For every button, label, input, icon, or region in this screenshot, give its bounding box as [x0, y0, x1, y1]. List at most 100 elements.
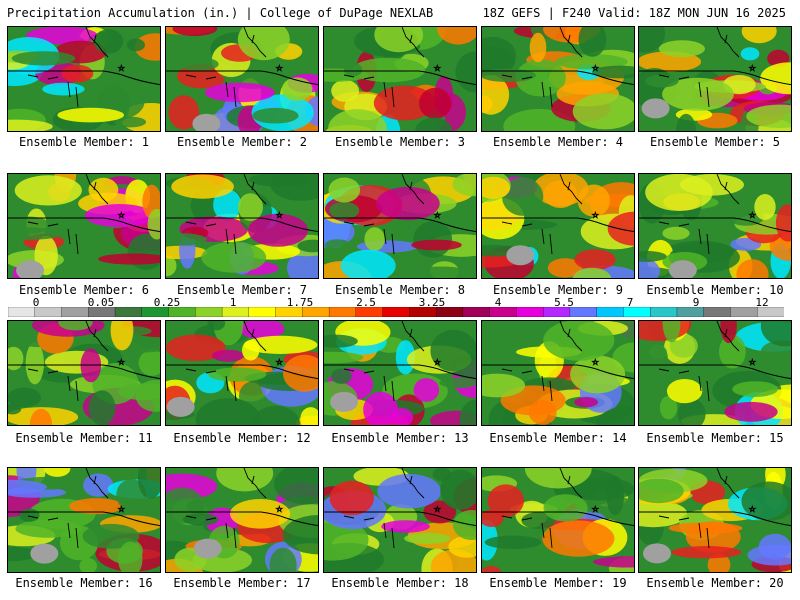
coastline-outline	[658, 174, 740, 255]
ensemble-panel-16: ☆	[7, 467, 161, 573]
precip-field-map: ☆	[482, 174, 634, 278]
ensemble-member-label: Ensemble Member: 13	[331, 431, 469, 445]
border-line	[166, 364, 318, 380]
ensemble-member-label: Ensemble Member: 1	[18, 135, 150, 149]
border-line	[8, 217, 160, 233]
page-title: Precipitation Accumulation (in.) | Colle…	[7, 6, 434, 20]
colorbar-segment	[516, 307, 544, 317]
coastline-outline	[343, 468, 425, 549]
coastline-outline	[501, 468, 583, 549]
coastline-outline	[185, 27, 267, 108]
location-star-icon: ☆	[434, 61, 441, 74]
coastline-outline	[658, 27, 740, 108]
border-line	[166, 511, 318, 527]
colorbar-tick-label: 1	[229, 296, 237, 309]
coastline-outline	[501, 174, 583, 255]
color-scale-bar	[8, 307, 784, 317]
colorbar-tick-label: 5.5	[554, 296, 574, 309]
precip-field-map: ☆	[324, 27, 476, 131]
colorbar-tick-label: 2.5	[356, 296, 376, 309]
location-star-icon: ☆	[118, 355, 125, 368]
location-star-icon: ☆	[276, 61, 283, 74]
ensemble-panel-8: ☆	[323, 173, 477, 279]
ensemble-panel-13: ☆	[323, 320, 477, 426]
location-star-icon: ☆	[592, 61, 599, 74]
ensemble-member-label: Ensemble Member: 2	[176, 135, 308, 149]
location-star-icon: ☆	[749, 208, 756, 221]
border-line	[639, 217, 791, 233]
ensemble-member-label: Ensemble Member: 8	[334, 283, 466, 297]
precip-field-map: ☆	[639, 468, 791, 572]
ensemble-panel-20: ☆	[638, 467, 792, 573]
location-star-icon: ☆	[276, 355, 283, 368]
colorbar-tick-label: 7	[626, 296, 634, 309]
location-star-icon: ☆	[276, 208, 283, 221]
location-star-icon: ☆	[118, 502, 125, 515]
precip-field-map: ☆	[166, 468, 318, 572]
run-info: 18Z GEFS | F240 Valid: 18Z MON JUN 16 20…	[482, 6, 786, 20]
ensemble-panel-4: ☆	[481, 26, 635, 132]
location-star-icon: ☆	[592, 502, 599, 515]
ensemble-panel-2: ☆	[165, 26, 319, 132]
coastline-outline	[27, 174, 109, 255]
ensemble-member-label: Ensemble Member: 18	[331, 576, 469, 590]
ensemble-member-label: Ensemble Member: 12	[173, 431, 311, 445]
precip-field-map: ☆	[166, 321, 318, 425]
ensemble-member-label: Ensemble Member: 11	[15, 431, 153, 445]
location-star-icon: ☆	[276, 502, 283, 515]
precip-field-map: ☆	[8, 468, 160, 572]
precip-field-map: ☆	[8, 174, 160, 278]
colorbar-segment	[61, 307, 89, 317]
ensemble-panel-17: ☆	[165, 467, 319, 573]
ensemble-panel-5: ☆	[638, 26, 792, 132]
ensemble-panel-19: ☆	[481, 467, 635, 573]
location-star-icon: ☆	[749, 355, 756, 368]
ensemble-panel-3: ☆	[323, 26, 477, 132]
colorbar-segment	[195, 307, 223, 317]
precip-field-map: ☆	[166, 27, 318, 131]
ensemble-panel-11: ☆	[7, 320, 161, 426]
ensemble-panel-9: ☆	[481, 173, 635, 279]
location-star-icon: ☆	[592, 208, 599, 221]
ensemble-member-label: Ensemble Member: 15	[646, 431, 784, 445]
border-line	[324, 217, 476, 233]
ensemble-member-label: Ensemble Member: 10	[646, 283, 784, 297]
location-star-icon: ☆	[434, 208, 441, 221]
location-star-icon: ☆	[592, 355, 599, 368]
precip-field-map: ☆	[324, 174, 476, 278]
border-line	[324, 364, 476, 380]
border-line	[482, 217, 634, 233]
colorbar-segment	[650, 307, 678, 317]
colorbar-tick-label: 4	[494, 296, 502, 309]
ensemble-member-label: Ensemble Member: 3	[334, 135, 466, 149]
ensemble-member-label: Ensemble Member: 5	[649, 135, 781, 149]
colorbar-segment	[462, 307, 491, 317]
ensemble-member-label: Ensemble Member: 6	[18, 283, 150, 297]
border-line	[639, 364, 791, 380]
location-star-icon: ☆	[434, 502, 441, 515]
coastline-outline	[658, 321, 740, 402]
border-line	[639, 70, 791, 86]
ensemble-panel-12: ☆	[165, 320, 319, 426]
precip-field-map: ☆	[324, 321, 476, 425]
ensemble-panel-6: ☆	[7, 173, 161, 279]
ensemble-member-label: Ensemble Member: 7	[176, 283, 308, 297]
coastline-outline	[185, 468, 267, 549]
ensemble-member-label: Ensemble Member: 20	[646, 576, 784, 590]
colorbar-segment	[248, 307, 277, 317]
precip-field-map: ☆	[482, 468, 634, 572]
coastline-outline	[27, 27, 109, 108]
ensemble-member-label: Ensemble Member: 19	[489, 576, 627, 590]
precip-field-map: ☆	[482, 27, 634, 131]
colorbar-segment	[757, 307, 784, 317]
precip-field-map: ☆	[482, 321, 634, 425]
location-star-icon: ☆	[118, 208, 125, 221]
border-line	[639, 511, 791, 527]
coastline-outline	[185, 174, 267, 255]
precip-field-map: ☆	[8, 27, 160, 131]
ensemble-panel-14: ☆	[481, 320, 635, 426]
ensemble-member-label: Ensemble Member: 9	[492, 283, 624, 297]
location-star-icon: ☆	[749, 502, 756, 515]
ensemble-panel-15: ☆	[638, 320, 792, 426]
colorbar-tick-label: 0.05	[87, 296, 115, 309]
